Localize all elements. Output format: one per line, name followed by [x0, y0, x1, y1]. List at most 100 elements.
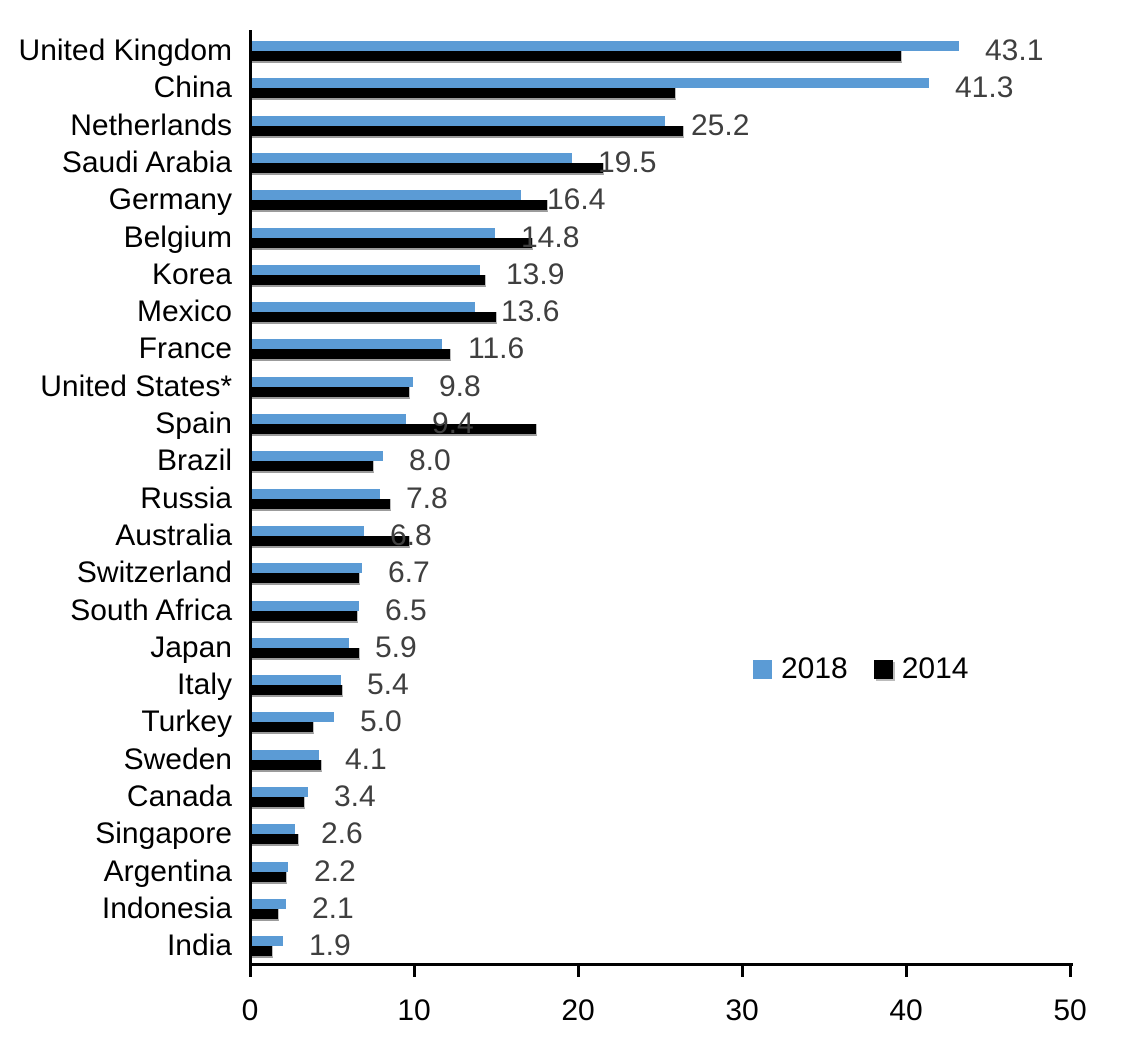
category-label: Canada [126, 780, 232, 813]
value-label: 8.0 [409, 444, 451, 478]
x-tick-label: 50 [1053, 994, 1087, 1027]
bar-2018 [252, 936, 283, 947]
bar-2018 [252, 824, 295, 835]
chart-row: United States* 9.8 [0, 369, 1123, 409]
bar-2014 [252, 424, 537, 436]
bar-2018 [252, 600, 359, 611]
value-label: 9.8 [439, 369, 481, 403]
bar-2014 [252, 51, 902, 63]
bar-2014 [252, 498, 391, 511]
category-label: India [166, 929, 232, 963]
bar-2018 [252, 115, 665, 126]
value-label: 7.8 [406, 481, 448, 515]
x-tick-mark [413, 966, 416, 977]
bar-2014 [252, 722, 314, 735]
bar-2014 [252, 162, 604, 175]
category-label: Japan [150, 630, 232, 664]
x-tick-label: 20 [561, 994, 595, 1027]
value-label: 9.4 [432, 407, 474, 440]
category-label: United Kingdom [18, 34, 232, 67]
bar-2018 [252, 563, 362, 574]
value-label: 5.0 [360, 705, 402, 739]
chart-row: South Africa 6.5 [0, 593, 1123, 633]
category-label: Sweden [123, 742, 232, 776]
bar-2018 [252, 264, 480, 275]
bar-2014 [252, 685, 343, 698]
value-label: 5.4 [367, 668, 409, 702]
chart-row: Japan 5.9 [0, 630, 1123, 670]
bar-2014 [252, 834, 299, 847]
bar-2018 [252, 861, 288, 872]
bar-2014 [252, 200, 548, 213]
bar-2018 [252, 898, 286, 909]
value-label: 2.2 [314, 854, 356, 888]
category-label: Russia [140, 481, 232, 515]
category-label: Germany [108, 183, 232, 217]
value-label: 1.9 [309, 929, 351, 963]
x-tick-mark [741, 966, 744, 977]
chart-row: Canada 3.4 [0, 782, 1123, 819]
bar-2018 [252, 525, 364, 536]
category-label: Mexico [136, 295, 232, 329]
x-tick-mark [577, 966, 580, 977]
category-label: Saudi Arabia [61, 145, 232, 179]
x-tick-label: 30 [725, 994, 759, 1027]
x-tick-label: 40 [889, 994, 923, 1027]
category-label: Australia [115, 518, 232, 552]
bar-2018 [252, 675, 341, 686]
bar-2018 [252, 302, 475, 313]
bar-2018 [252, 190, 521, 201]
value-label: 3.4 [334, 780, 376, 813]
bar-2014 [252, 88, 676, 101]
bar-2014 [252, 237, 533, 250]
category-label: Switzerland [76, 556, 232, 590]
bar-2018 [252, 451, 383, 462]
chart-row: Brazil 8.0 [0, 446, 1123, 483]
chart-row: Germany 16.4 [0, 185, 1123, 222]
bar-2018 [252, 787, 308, 797]
chart-row: Korea 13.9 [0, 257, 1123, 297]
legend-item-2014: 2014 [873, 654, 969, 684]
bar-2018 [252, 488, 380, 499]
legend: 2018 2014 [753, 654, 969, 684]
bar-2018 [252, 152, 572, 163]
value-label: 13.9 [506, 257, 565, 291]
category-label: Belgium [123, 220, 232, 254]
chart-row: Belgium 14.8 [0, 220, 1123, 260]
category-label: Argentina [103, 854, 232, 888]
value-label: 2.1 [312, 891, 354, 925]
category-label: Spain [155, 407, 232, 440]
x-tick-mark [249, 966, 252, 977]
value-label: 41.3 [955, 71, 1014, 105]
category-label: South Africa [70, 593, 232, 627]
category-label: Brazil [156, 444, 232, 478]
value-label: 19.5 [598, 145, 657, 179]
chart-row: Mexico 13.6 [0, 297, 1123, 334]
bar-2018 [252, 414, 406, 424]
bar-2014 [252, 946, 273, 959]
value-label: 11.6 [468, 332, 525, 366]
value-label: 5.9 [375, 630, 417, 664]
chart-row: Argentina 2.2 [0, 854, 1123, 894]
bar-2014 [252, 908, 279, 921]
chart-row: Saudi Arabia 19.5 [0, 145, 1123, 185]
y-axis-line [249, 30, 252, 963]
bar-2014 [252, 797, 305, 809]
x-tick-label: 10 [397, 994, 431, 1027]
chart-row: Italy 5.4 [0, 670, 1123, 707]
chart-row: Russia 7.8 [0, 481, 1123, 521]
chart-row: India 1.9 [0, 931, 1123, 968]
category-label: Singapore [95, 817, 232, 851]
bar-2014 [252, 535, 410, 548]
bar-2014 [252, 647, 360, 660]
chart-row: China 41.3 [0, 73, 1123, 110]
legend-swatch-icon [753, 659, 772, 679]
bar-2018 [252, 637, 349, 648]
bar-2014 [252, 610, 358, 623]
chart-row: Turkey 5.0 [0, 707, 1123, 744]
x-tick-mark [1069, 966, 1072, 977]
category-label: Netherlands [70, 108, 232, 142]
category-label: Korea [151, 257, 232, 291]
chart-row: Sweden 4.1 [0, 742, 1123, 782]
